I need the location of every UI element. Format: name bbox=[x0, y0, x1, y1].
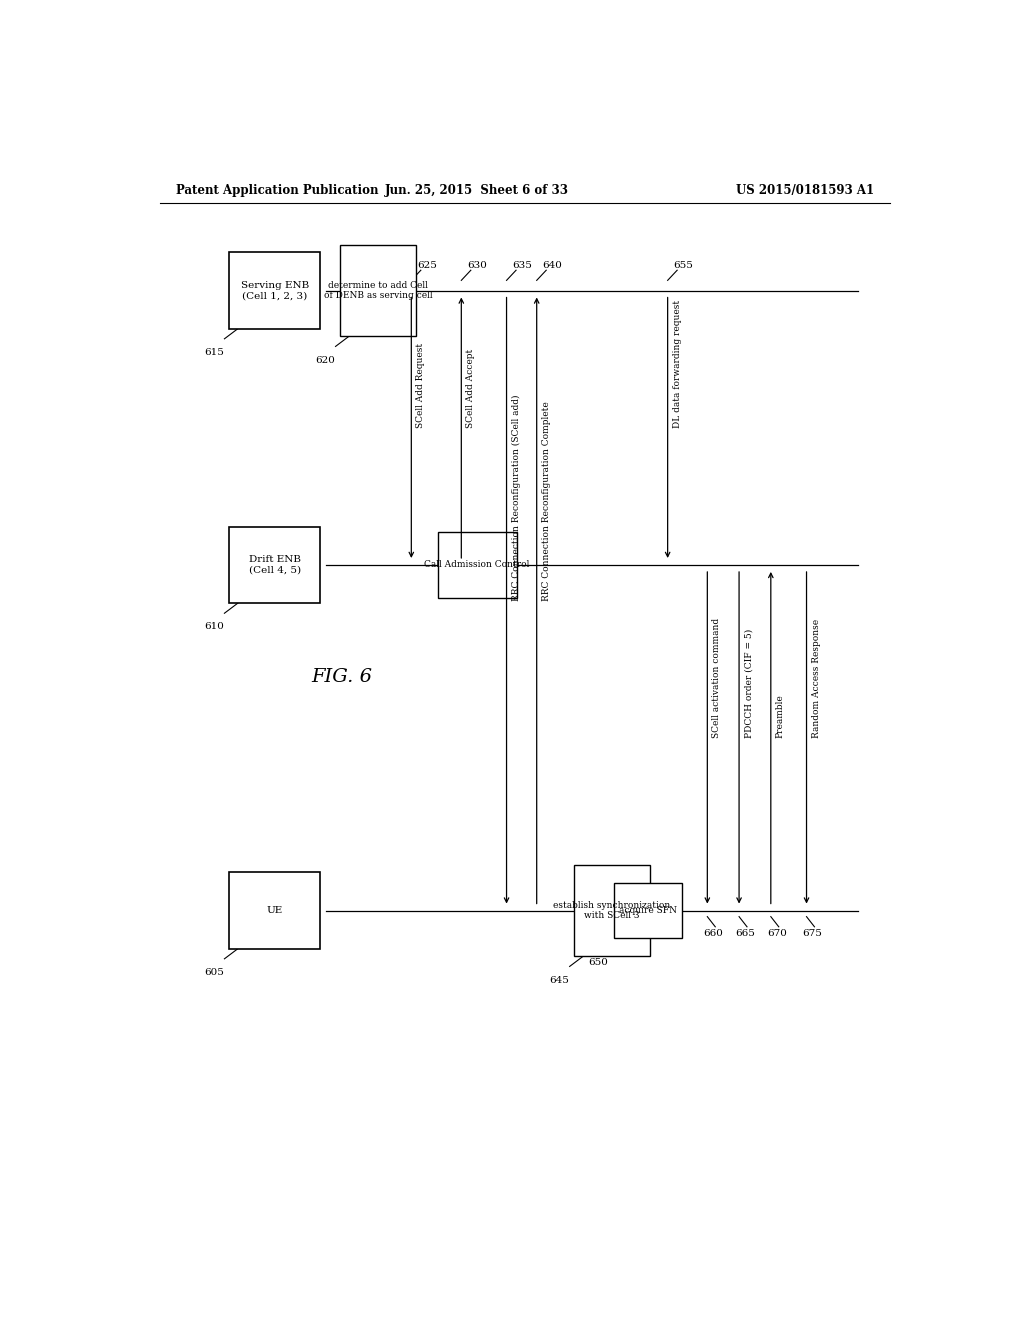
Text: Preamble: Preamble bbox=[776, 694, 784, 738]
Text: 620: 620 bbox=[314, 355, 335, 364]
Text: SCell Add Accept: SCell Add Accept bbox=[466, 348, 475, 428]
FancyBboxPatch shape bbox=[614, 883, 682, 939]
FancyBboxPatch shape bbox=[229, 527, 321, 603]
Text: 660: 660 bbox=[703, 929, 723, 937]
Text: US 2015/0181593 A1: US 2015/0181593 A1 bbox=[736, 185, 873, 198]
FancyBboxPatch shape bbox=[229, 873, 321, 949]
Text: 640: 640 bbox=[543, 261, 562, 271]
Text: 665: 665 bbox=[735, 929, 755, 937]
FancyBboxPatch shape bbox=[340, 244, 416, 337]
Text: Serving ENB
(Cell 1, 2, 3): Serving ENB (Cell 1, 2, 3) bbox=[241, 281, 309, 300]
Text: RRC Connection Reconfiguration (SCell add): RRC Connection Reconfiguration (SCell ad… bbox=[512, 395, 520, 601]
Text: 605: 605 bbox=[204, 968, 223, 977]
Text: 625: 625 bbox=[417, 261, 437, 271]
Text: PDCCH order (CIF = 5): PDCCH order (CIF = 5) bbox=[744, 628, 753, 738]
FancyBboxPatch shape bbox=[229, 252, 321, 329]
Text: 655: 655 bbox=[673, 261, 693, 271]
Text: DL data forwarding request: DL data forwarding request bbox=[673, 300, 682, 428]
Text: determine to add Cell
of DENB as serving cell: determine to add Cell of DENB as serving… bbox=[324, 281, 432, 300]
Text: 650: 650 bbox=[589, 958, 608, 966]
Text: establish synchronization
with SCell 3: establish synchronization with SCell 3 bbox=[553, 900, 671, 920]
Text: 615: 615 bbox=[204, 348, 223, 356]
Text: Call Admission Control: Call Admission Control bbox=[425, 561, 529, 569]
Text: Jun. 25, 2015  Sheet 6 of 33: Jun. 25, 2015 Sheet 6 of 33 bbox=[385, 185, 569, 198]
Text: 670: 670 bbox=[767, 929, 786, 937]
Text: 645: 645 bbox=[549, 975, 569, 985]
Text: Random Access Response: Random Access Response bbox=[812, 619, 820, 738]
Text: 675: 675 bbox=[803, 929, 822, 937]
FancyBboxPatch shape bbox=[437, 532, 517, 598]
Text: SCell Add Request: SCell Add Request bbox=[417, 343, 425, 428]
Text: Drift ENB
(Cell 4, 5): Drift ENB (Cell 4, 5) bbox=[249, 556, 301, 574]
Text: acquire SFN: acquire SFN bbox=[618, 906, 677, 915]
Text: UE: UE bbox=[266, 906, 283, 915]
Text: 630: 630 bbox=[467, 261, 486, 271]
Text: 635: 635 bbox=[512, 261, 532, 271]
FancyBboxPatch shape bbox=[574, 865, 650, 956]
Text: SCell activation command: SCell activation command bbox=[713, 618, 721, 738]
Text: 610: 610 bbox=[204, 623, 223, 631]
Text: FIG. 6: FIG. 6 bbox=[311, 668, 373, 686]
Text: RRC Connection Reconfiguration Complete: RRC Connection Reconfiguration Complete bbox=[542, 401, 551, 601]
Text: Patent Application Publication: Patent Application Publication bbox=[176, 185, 378, 198]
